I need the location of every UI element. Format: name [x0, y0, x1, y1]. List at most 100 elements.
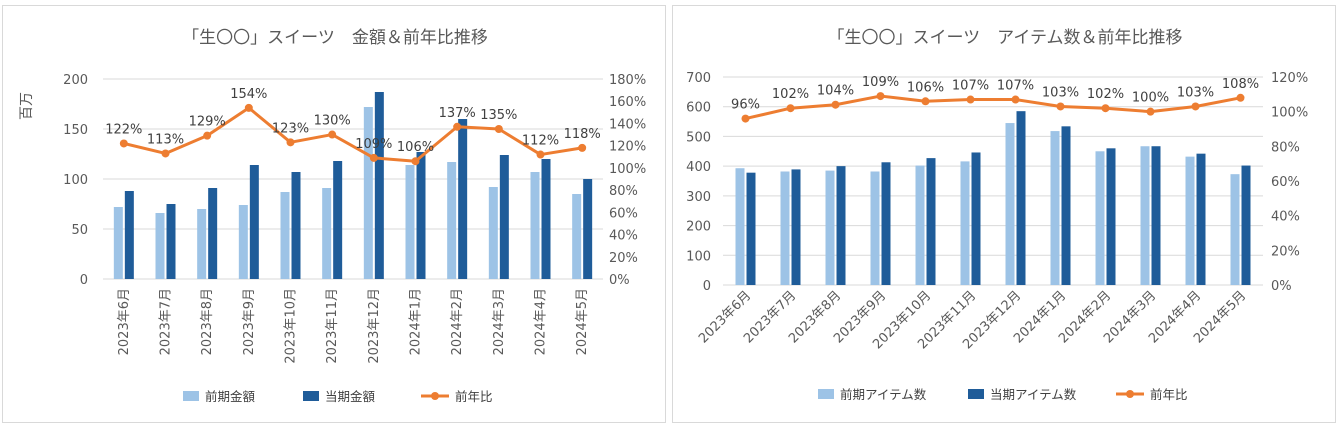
y2-tick-label: 100%	[1271, 106, 1308, 121]
ratio-point	[966, 95, 975, 104]
ratio-data-label: 103%	[1177, 85, 1214, 100]
y-tick-label: 50	[71, 223, 88, 238]
legend-label: 当期アイテム数	[990, 387, 1077, 402]
bar	[447, 162, 457, 279]
ratio-data-label: 107%	[997, 79, 1034, 94]
y2-tick-label: 160%	[609, 95, 646, 110]
legend-label: 前年比	[1150, 387, 1188, 402]
legend-swatch	[968, 389, 984, 399]
ratio-line	[745, 94, 1241, 121]
y2-tick-label: 20%	[1271, 244, 1300, 259]
bar	[197, 209, 207, 279]
ratio-point	[1056, 102, 1065, 111]
x-tick-label: 2023年11月	[325, 288, 340, 364]
x-tick-label: 2023年6月	[117, 288, 132, 355]
amount-chart-panel: 「生〇〇」スイーツ 金額＆前年比推移 0 50 100 150 200 0% 20% 40% 60…	[2, 5, 666, 423]
bar	[166, 204, 176, 279]
bar	[291, 172, 301, 279]
y2-tick-label: 60%	[1271, 175, 1300, 190]
y2-tick-label: 120%	[609, 140, 646, 155]
y-tick-label: 0	[80, 273, 88, 288]
y-tick-label: 500	[686, 130, 711, 145]
bar	[1016, 111, 1026, 286]
ratio-data-label: 107%	[952, 79, 989, 94]
ratio-point	[578, 143, 587, 152]
ratio-data-label: 102%	[772, 87, 809, 102]
y2-tick-label: 40%	[609, 229, 638, 244]
ratio-data-label: 113%	[147, 132, 184, 147]
ratio-point	[203, 131, 212, 140]
ratio-point	[1101, 104, 1110, 113]
bar	[825, 170, 835, 285]
ratio-data-label: 108%	[1222, 77, 1259, 92]
y-tick-label: 300	[686, 190, 711, 205]
ratio-point	[244, 103, 253, 112]
ratio-data-label: 137%	[439, 106, 476, 121]
y2-tick-label: 0%	[1271, 279, 1292, 294]
ratio-data-label: 109%	[862, 75, 899, 90]
bar	[416, 152, 426, 279]
x-tick-label: 2024年5月	[575, 288, 590, 355]
y-tick-label: 100	[63, 173, 88, 188]
legend-label: 当期金額	[325, 389, 376, 404]
bar	[1151, 146, 1161, 285]
bar	[960, 161, 970, 285]
ratio-point	[494, 125, 503, 133]
x-tick-label: 2023年8月	[200, 288, 215, 355]
bar	[530, 172, 540, 279]
y2-tick-label: 0%	[609, 273, 630, 288]
chart-title: 「生〇〇」スイーツ アイテム数＆前年比推移	[828, 28, 1183, 48]
bar	[572, 194, 582, 279]
ratio-point	[536, 150, 545, 159]
ratio-point	[1011, 95, 1020, 104]
legend-label: 前期金額	[205, 389, 256, 404]
bar	[1196, 153, 1206, 285]
bar	[363, 107, 373, 279]
legend-swatch	[183, 391, 199, 401]
y2-tick-label: 40%	[1271, 210, 1300, 225]
ratio-data-label: 106%	[907, 80, 944, 95]
ratio-point	[453, 122, 462, 131]
ratio-point	[921, 97, 930, 106]
x-tick-label: 2024年2月	[450, 288, 465, 355]
ratio-point	[1146, 107, 1155, 116]
bar	[280, 192, 290, 279]
legend-label: 前期アイテム数	[840, 387, 927, 402]
legend-swatch	[303, 391, 319, 401]
x-tick-label: 2024年3月	[492, 288, 507, 355]
bar	[499, 155, 509, 279]
bar	[791, 169, 801, 285]
y2-tick-label: 180%	[609, 73, 646, 88]
x-tick-label: 2023年10月	[284, 288, 299, 364]
bar	[405, 165, 415, 279]
bar	[1185, 156, 1195, 285]
bar	[1061, 126, 1071, 285]
ratio-data-label: 104%	[817, 84, 854, 99]
y2-tick-label: 120%	[1271, 71, 1308, 86]
y-tick-label: 200	[686, 220, 711, 235]
ratio-point	[876, 92, 885, 101]
ratio-point	[831, 100, 840, 109]
bar	[113, 207, 123, 279]
ratio-point	[161, 149, 170, 158]
bar	[1095, 151, 1105, 285]
ratio-point	[286, 138, 295, 147]
bar	[1106, 148, 1116, 285]
y-tick-label: 200	[63, 73, 88, 88]
ratio-point	[328, 130, 337, 139]
amount-chart: 「生〇〇」スイーツ 金額＆前年比推移 0 50 100 150 200 0% 20% 40% 60…	[19, 28, 646, 404]
ratio-data-label: 109%	[355, 137, 392, 152]
ratio-data-label: 100%	[1132, 91, 1169, 106]
ratio-data-label: 102%	[1087, 87, 1124, 102]
bar	[926, 158, 936, 285]
x-tick-label: 2024年4月	[534, 288, 549, 355]
ratio-data-label: 106%	[397, 140, 434, 155]
x-tick-label: 2023年9月	[242, 288, 257, 355]
bar	[541, 159, 551, 279]
bar	[208, 188, 218, 279]
y-tick-label: 600	[686, 101, 711, 116]
ratio-point	[411, 157, 420, 166]
ratio-data-label: 96%	[731, 98, 760, 113]
legend-swatch	[818, 389, 834, 399]
y2-tick-label: 80%	[609, 184, 638, 199]
